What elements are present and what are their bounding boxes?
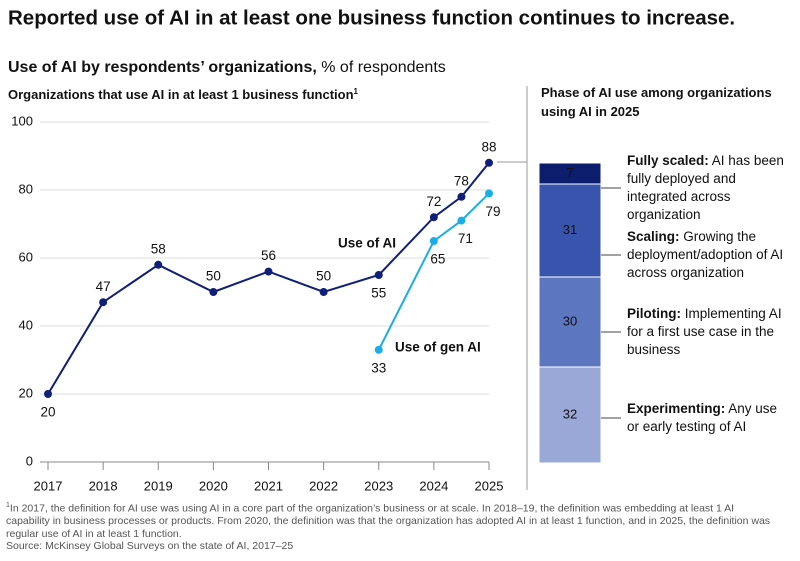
segment-label: 31 — [563, 222, 577, 237]
series-label: Use of AI — [338, 236, 396, 251]
phase-name: Scaling: — [627, 229, 680, 244]
bar-segment — [538, 366, 602, 464]
data-label: 65 — [430, 252, 445, 267]
x-tick-label: 2020 — [199, 478, 228, 493]
data-label: 56 — [261, 248, 276, 263]
x-tick-label: 2019 — [144, 478, 173, 493]
data-label: 50 — [316, 269, 331, 284]
point — [44, 390, 52, 398]
point — [99, 298, 108, 307]
point — [374, 271, 383, 279]
series-label: Use of gen AI — [395, 340, 481, 355]
phase-description: Implementing AI for a first use case in … — [627, 306, 782, 357]
footnote: 1In 2017, the definition for AI use was … — [6, 500, 776, 553]
data-label: 33 — [371, 360, 386, 375]
point — [429, 237, 438, 245]
segment-label: 30 — [563, 313, 577, 328]
point — [319, 288, 328, 296]
phase-description: Growing the deployment/adoption of AI ac… — [627, 229, 784, 280]
subtitle: Use of AI by respondents’ organizations,… — [8, 59, 446, 76]
data-label: 20 — [40, 405, 55, 420]
phase-description: Any use or early testing of AI — [627, 401, 778, 434]
point — [429, 213, 438, 222]
y-tick-label: 60 — [19, 249, 33, 264]
x-tick-label: 2021 — [254, 478, 283, 493]
y-tick-label: 0 — [26, 453, 33, 468]
data-label: 78 — [454, 173, 469, 188]
line-chart-title-text: Organizations that use AI in at least 1 … — [8, 87, 354, 102]
phase-name: Piloting: — [627, 306, 681, 321]
phase-label: Experimenting: Any use or early testing … — [627, 400, 792, 436]
series-line — [47, 162, 490, 395]
data-label: 47 — [96, 279, 111, 294]
phase-label: Piloting: Implementing AI for a first us… — [627, 305, 792, 359]
point — [485, 189, 493, 198]
segment-label: 7 — [566, 165, 573, 180]
y-tick-label: 20 — [19, 385, 33, 400]
point — [485, 158, 493, 167]
x-tick-label: 2018 — [89, 478, 118, 493]
bar-segment — [538, 162, 602, 185]
title-note: 1 — [354, 87, 359, 96]
x-tick-label: 2022 — [309, 478, 338, 493]
point — [154, 260, 163, 269]
phase-label: Scaling: Growing the deployment/adoption… — [627, 228, 792, 282]
phase-name: Fully scaled: — [627, 153, 709, 168]
point — [457, 216, 466, 225]
phase-name: Experimenting: — [627, 401, 726, 416]
data-label: 58 — [151, 241, 166, 256]
subtitle-unit: % of respondents — [321, 59, 446, 76]
x-tick-label: 2023 — [364, 478, 393, 493]
point — [264, 267, 273, 276]
footnote-text: In 2017, the definition for AI use was u… — [6, 502, 771, 540]
bar-title-line: Phase of AI use among organizations — [541, 85, 772, 100]
bar-segment — [538, 276, 602, 368]
y-tick-label: 100 — [11, 113, 33, 128]
x-tick-label: 2025 — [475, 478, 504, 493]
segment-label: 32 — [563, 406, 577, 421]
y-tick-label: 80 — [19, 181, 33, 196]
bar-segment — [538, 183, 602, 278]
data-label: 79 — [485, 204, 500, 219]
phase-description: AI has been fully deployed and integrate… — [627, 153, 784, 222]
y-tick-label: 40 — [19, 317, 33, 332]
bar-title-line: using AI in 2025 — [541, 104, 640, 119]
data-label: 50 — [206, 269, 221, 284]
phase-label: Fully scaled: AI has been fully deployed… — [627, 152, 792, 224]
point — [374, 345, 383, 354]
page-title: Reported use of AI in at least one busin… — [8, 6, 735, 29]
subtitle-main: Use of AI by respondents’ organizations, — [8, 59, 317, 76]
footnote-marker: 1 — [6, 502, 10, 509]
data-label: 72 — [426, 194, 441, 209]
data-label: 55 — [371, 286, 386, 301]
data-label: 88 — [481, 139, 496, 154]
x-tick-label: 2017 — [34, 478, 63, 493]
series-line — [377, 192, 490, 351]
line-chart-title: Organizations that use AI in at least 1 … — [8, 87, 359, 102]
data-label: 71 — [458, 231, 473, 246]
bar-chart-title: Phase of AI use among organizations using… — [541, 85, 772, 119]
point — [457, 192, 466, 201]
source: Source: McKinsey Global Surveys on the s… — [6, 540, 294, 552]
point — [209, 288, 218, 296]
x-tick-label: 2024 — [419, 478, 448, 493]
